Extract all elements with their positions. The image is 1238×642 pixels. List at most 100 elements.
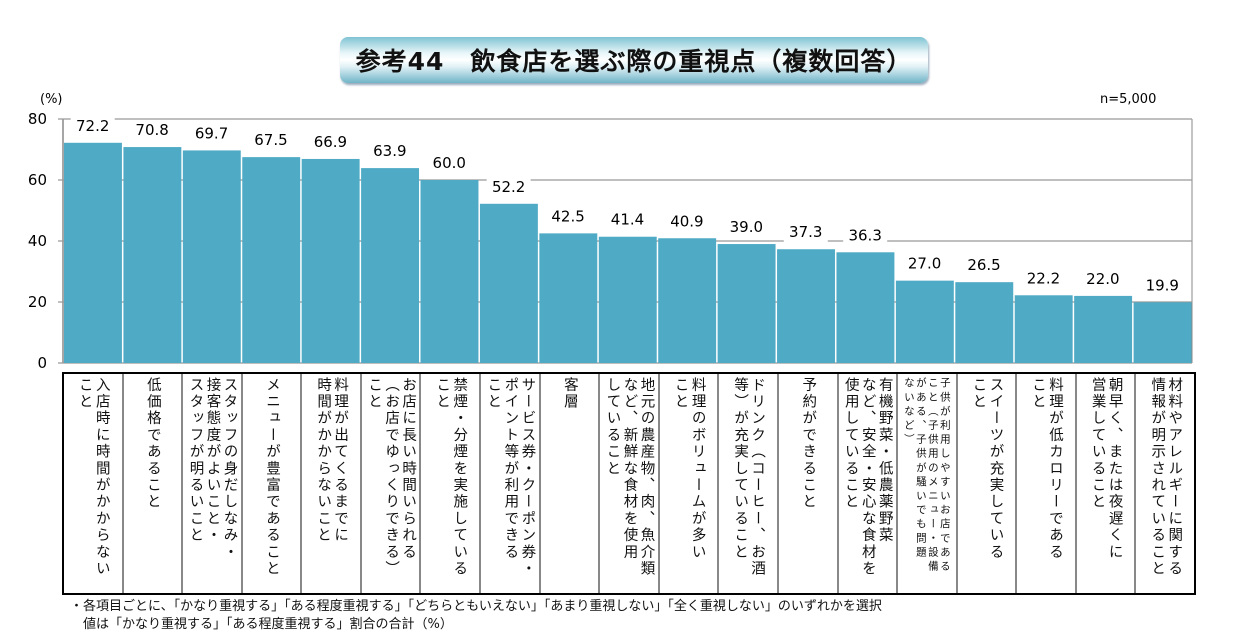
category-label: 客層: [538, 374, 599, 593]
y-tick-label: 80: [28, 110, 47, 128]
category-label: 入店時に時間がかからない こと: [64, 374, 122, 593]
value-label: 67.5: [254, 131, 287, 149]
footnote-2: 値は「かなり重視する」「ある程度重視する」割合の合計（%）: [70, 617, 453, 632]
value-label: 63.9: [373, 142, 406, 160]
footnote-1: ・各項目ごとに、「かなり重視する」「ある程度重視する」「どちらともいえない」「あ…: [70, 599, 882, 614]
category-label: 地元の農産物、肉、魚介類 など、新鮮な食材を使用 していること: [598, 374, 658, 593]
value-label: 40.9: [670, 212, 703, 230]
category-label: スタッフの身だしなみ・ 接客態度がよいこと・ スタッフが明るいこと: [181, 374, 241, 593]
bar: [777, 249, 835, 363]
category-label: 有機野菜・低農薬野菜 など、安全・安心な食材を 使用していること: [836, 374, 897, 593]
value-label-bg: [783, 222, 828, 243]
bar-chart: (%) n=5,000 72.2 70.8 69.7 67.5 66.9 63.9 60.0…: [28, 92, 1193, 372]
value-label-bg: [189, 123, 234, 144]
category-label-text: 料理が低カロリーである こと: [1030, 377, 1064, 561]
value-label: 60.0: [433, 154, 466, 172]
category-label-text: メニューが豊富であること: [264, 377, 281, 578]
category-label: 予約ができること: [776, 374, 837, 593]
bar: [361, 168, 420, 363]
value-label: 39.0: [730, 218, 763, 236]
value-label-bg: [962, 255, 1007, 276]
y-axis-unit: (%): [40, 92, 63, 107]
sample-size: n=5,000: [1100, 92, 1156, 107]
bar: [123, 147, 182, 363]
category-label: ドリンク（コーヒー、お酒 等）が充実していること: [717, 374, 777, 593]
bar: [1014, 295, 1073, 363]
value-label-bg: [1021, 268, 1066, 289]
category-label: メニューが豊富であること: [240, 374, 301, 593]
value-label: 26.5: [967, 256, 1000, 274]
value-label-bg: [70, 115, 115, 136]
y-tick-label: 20: [28, 293, 47, 311]
category-label-text: スイーツが充実している こと: [970, 377, 1004, 561]
value-label-bg: [605, 209, 650, 230]
bar: [717, 244, 776, 363]
category-label: 子供が利用しやすいお店である こと（子供用のメニュー・設備 がある、子供が騒いで…: [896, 374, 956, 593]
value-label: 36.3: [848, 226, 881, 244]
category-label-text: 朝早く、または夜遅くに 営業していること: [1089, 377, 1123, 561]
category-label-text: ドリンク（コーヒー、お酒 等）が充実していること: [732, 377, 766, 578]
value-label: 22.2: [1027, 269, 1060, 287]
category-label-text: 料理が出てくるまでに 時間がかからないこと: [315, 377, 349, 544]
value-label: 52.2: [492, 178, 525, 196]
category-label-text: 材料やアレルギーに関する 情報が明示されていること: [1149, 377, 1183, 578]
value-label-bg: [1140, 275, 1185, 296]
value-label-bg: [248, 130, 293, 151]
value-label: 37.3: [789, 223, 822, 241]
bar: [658, 238, 717, 363]
value-label-bg: [1080, 268, 1125, 289]
value-label: 42.5: [551, 207, 584, 225]
bar: [479, 203, 538, 363]
y-tick-label: 40: [28, 232, 47, 250]
category-label-text: 予約ができること: [800, 377, 817, 511]
category-label: サービス券・クーポン券・ ポイント等が利用できる こと: [479, 374, 539, 593]
value-label-bg: [367, 141, 412, 162]
bar: [301, 158, 360, 363]
category-label: 禁煙・分煙を実施している こと: [419, 374, 479, 593]
value-label-bg: [486, 176, 531, 197]
value-label: 22.0: [1086, 270, 1119, 288]
category-label-text: 低価格であること: [144, 377, 161, 511]
category-label: 料理のボリュームが多い こと: [657, 374, 718, 593]
value-label: 19.9: [1146, 276, 1179, 294]
bar: [1133, 302, 1192, 363]
bar: [1074, 295, 1133, 363]
category-label: 低価格であること: [121, 374, 182, 593]
value-label-bg: [724, 217, 769, 238]
category-labels: 入店時に時間がかからない こと 低価格であること スタッフの身だしなみ・ 接客態度が…: [62, 372, 1196, 595]
bar: [64, 142, 122, 363]
value-label: 66.9: [314, 133, 347, 151]
value-label: 69.7: [195, 124, 228, 142]
bar: [598, 236, 657, 363]
bar: [182, 150, 241, 363]
chart-title-box: 参考44 飲食店を選ぶ際の重視点（複数回答）: [340, 37, 928, 83]
category-label: 料理が低カロリーである こと: [1015, 374, 1075, 593]
value-label-bg: [843, 225, 888, 246]
category-label-text: 入店時に時間がかからない こと: [76, 377, 110, 578]
value-label-bg: [546, 206, 591, 227]
category-label-text: お店に長い時間いられる （お店でゆっくりできる） こと: [366, 377, 417, 578]
category-label-text: 地元の農産物、肉、魚介類 など、新鮮な食材を使用 していること: [604, 377, 655, 578]
value-label: 70.8: [135, 121, 168, 139]
category-label: 料理が出てくるまでに 時間がかからないこと: [300, 374, 360, 593]
category-label-text: 禁煙・分煙を実施している こと: [434, 377, 468, 578]
category-label-text: 客層: [561, 377, 578, 411]
value-label: 27.0: [908, 255, 941, 273]
category-label: スイーツが充実している こと: [955, 374, 1016, 593]
bar: [539, 233, 598, 363]
bar: [242, 157, 301, 363]
category-label: 材料やアレルギーに関する 情報が明示されていること: [1134, 374, 1194, 593]
category-label-text: 料理のボリュームが多い こと: [672, 377, 706, 561]
value-label-bg: [308, 131, 353, 152]
category-label-text: サービス券・クーポン券・ ポイント等が利用できる こと: [485, 377, 536, 578]
value-label-bg: [902, 253, 947, 274]
y-tick-label: 0: [37, 354, 47, 372]
bar: [836, 252, 895, 363]
category-label: お店に長い時間いられる （お店でゆっくりできる） こと: [359, 374, 420, 593]
category-label: 朝早く、または夜遅くに 営業していること: [1074, 374, 1135, 593]
value-label-bg: [664, 211, 709, 232]
value-label-bg: [427, 153, 472, 173]
value-label-bg: [130, 120, 175, 141]
bar: [420, 180, 479, 363]
chart-title: 参考44 飲食店を選ぶ際の重視点（複数回答）: [355, 47, 913, 76]
